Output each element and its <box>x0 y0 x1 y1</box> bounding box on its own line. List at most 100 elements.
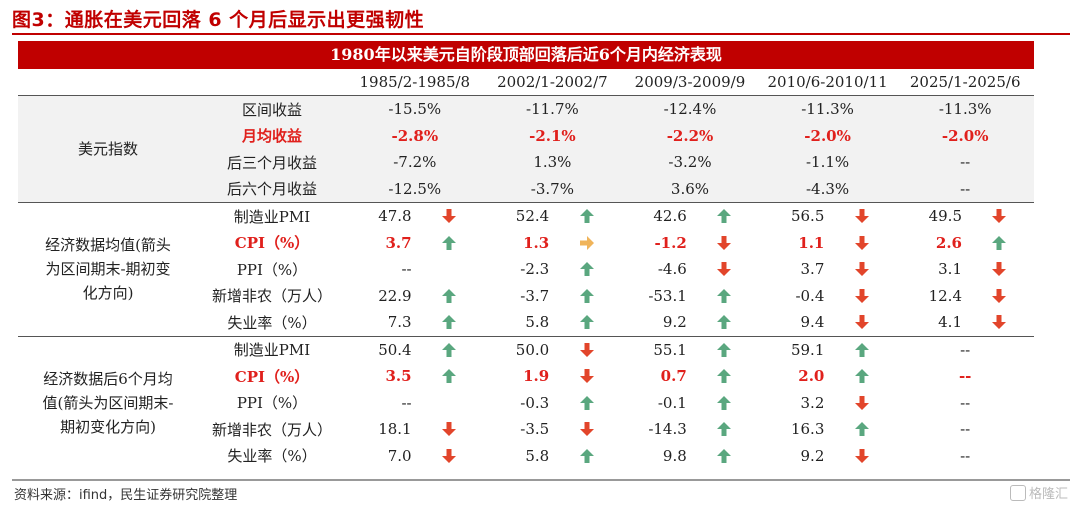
value-cell: 18.1 <box>346 416 484 443</box>
arrow-up-icon <box>854 422 869 437</box>
value-cell: -3.7% <box>483 175 622 203</box>
cell-value: -11.3% <box>938 100 992 119</box>
period-header: 2010/6-2010/11 <box>758 69 897 96</box>
period-header: 1985/2-1985/8 <box>346 69 484 96</box>
cell-value: -12.5% <box>388 179 442 198</box>
cell-value: 0.7 <box>660 367 687 386</box>
arrow-down-icon <box>854 288 869 303</box>
value-cell: 47.8 <box>346 202 484 230</box>
row-label: 失业率（%） <box>227 313 317 332</box>
value-cell: 1.1 <box>759 230 897 257</box>
section-label-line: 经济数据均值(箭头 <box>45 236 171 255</box>
value-cell: 9.8 <box>621 443 759 470</box>
row-label: PPI（%） <box>236 260 308 279</box>
cell-value: -0.3 <box>520 393 550 412</box>
value-cell: -1.2 <box>621 230 759 257</box>
arrow-up-icon <box>717 288 732 303</box>
section-label-line: 为区间期末-期初变 <box>45 260 171 279</box>
cell-value: 1.3% <box>533 153 572 172</box>
table-row: 经济数据后6个月均 值(箭头为区间期末- 期初变化方向) 制造业PMI 50.4 50.0… <box>18 335 1034 469</box>
value-cell: -0.1 <box>621 390 759 417</box>
table-row: 后三个月收益 -7.2% 1.3% -3.2% -1.1% -- <box>18 149 1034 176</box>
value-cell: 0.7 <box>621 363 759 390</box>
arrow-down-icon <box>854 315 869 330</box>
cell-value: -0.4 <box>795 286 825 305</box>
cell-value: 3.1 <box>938 260 962 279</box>
table-row: 失业率（%） 7.3 5.8 9.2 9.4 4.1 <box>18 309 1034 336</box>
period-header: 2025/1-2025/6 <box>896 69 1034 96</box>
section-label-line: 经济数据后6个月均 <box>43 369 173 388</box>
row-label: CPI（%） <box>234 367 310 386</box>
arrow-down-icon <box>854 209 869 224</box>
value-cell: -11.3% <box>758 95 897 123</box>
value-cell: -- <box>346 390 484 417</box>
row-label: 后六个月收益 <box>198 175 346 203</box>
value-cell: -2.3 <box>484 256 622 283</box>
value-cell: -11.7% <box>483 95 622 123</box>
cell-value: 18.1 <box>378 420 412 439</box>
arrow-down-icon <box>854 262 869 277</box>
arrow-right-icon <box>579 235 594 250</box>
arrow-up-icon <box>442 235 456 250</box>
arrow-down-icon <box>717 262 732 277</box>
cell-value: 9.4 <box>800 313 825 332</box>
table-title: 1980年以来美元自阶段顶部回落后近6个月内经济表现 <box>18 41 1034 69</box>
cell-value: 3.6% <box>670 179 710 198</box>
table-row: 失业率（%） 7.0 5.8 9.8 9.2 -- <box>18 443 1034 470</box>
watermark-logo-icon <box>1009 484 1026 501</box>
section-label: 经济数据后6个月均 值(箭头为区间期末- 期初变化方向) <box>18 335 198 469</box>
table-row: 月均收益 -2.8% -2.1% -2.2% -2.0% -2.0% <box>18 122 1034 149</box>
value-cell: -- <box>346 256 484 283</box>
value-cell: -14.3 <box>621 416 759 443</box>
value-cell: -3.7 <box>484 283 622 310</box>
cell-value: -2.1% <box>529 126 576 145</box>
value-cell: -2.8% <box>346 122 484 149</box>
arrow-up-icon <box>579 448 594 463</box>
cell-value: 2.0 <box>798 367 825 386</box>
cell-value: -2.2% <box>666 126 714 145</box>
cell-value: 56.5 <box>790 207 825 226</box>
arrow-up-icon <box>579 395 594 410</box>
value-cell: 2.6 <box>896 230 1034 257</box>
arrow-down-icon <box>579 342 594 357</box>
figure-title: 图3：通胀在美元回落 6 个月后显示出更强韧性 <box>12 9 425 31</box>
value-cell: -1.1% <box>758 149 897 176</box>
header-blank <box>198 69 346 96</box>
arrow-up-icon <box>442 315 456 330</box>
arrow-down-icon <box>442 209 456 224</box>
value-cell: 3.7 <box>346 230 484 257</box>
cell-value: -12.4% <box>663 100 717 119</box>
cell-value: -11.3% <box>801 100 854 119</box>
value-cell: 42.6 <box>621 202 759 230</box>
arrow-up-icon <box>579 262 594 277</box>
value-cell: 9.4 <box>759 309 897 336</box>
cell-value: 3.2 <box>800 393 825 412</box>
value-cell: -- <box>896 443 1034 470</box>
value-cell: 3.6% <box>621 175 759 203</box>
arrow-down-icon <box>717 235 732 250</box>
cell-value: -15.5% <box>388 100 442 119</box>
value-cell: 59.1 <box>758 335 897 363</box>
value-cell: 3.7 <box>759 256 897 283</box>
arrow-down-icon <box>992 262 1007 277</box>
arrow-up-icon <box>579 315 594 330</box>
table-row: 新增非农（万人） 22.9 -3.7 -53.1 -0.4 12.4 <box>18 283 1034 310</box>
cell-value: 2.6 <box>935 233 962 252</box>
cell-value: -1.1% <box>805 153 850 172</box>
cell-value: 7.3 <box>387 313 412 332</box>
value-cell: -7.2% <box>346 149 484 176</box>
arrow-down-icon <box>442 422 456 437</box>
arrow-up-icon <box>717 395 732 410</box>
cell-value: -3.2% <box>668 153 712 172</box>
cell-value: 50.0 <box>515 340 550 359</box>
arrow-down-icon <box>854 395 869 410</box>
arrow-down-icon <box>442 448 456 463</box>
cell-value: 16.3 <box>790 420 825 439</box>
arrow-down-icon <box>579 369 594 384</box>
value-cell: 1.3% <box>483 149 622 176</box>
cell-value: -1.2 <box>654 233 687 252</box>
value-cell: 3.2 <box>759 390 897 417</box>
row-label: PPI（%） <box>236 394 308 413</box>
cell-value: 3.7 <box>800 260 825 279</box>
row-label: CPI（%） <box>234 234 310 253</box>
